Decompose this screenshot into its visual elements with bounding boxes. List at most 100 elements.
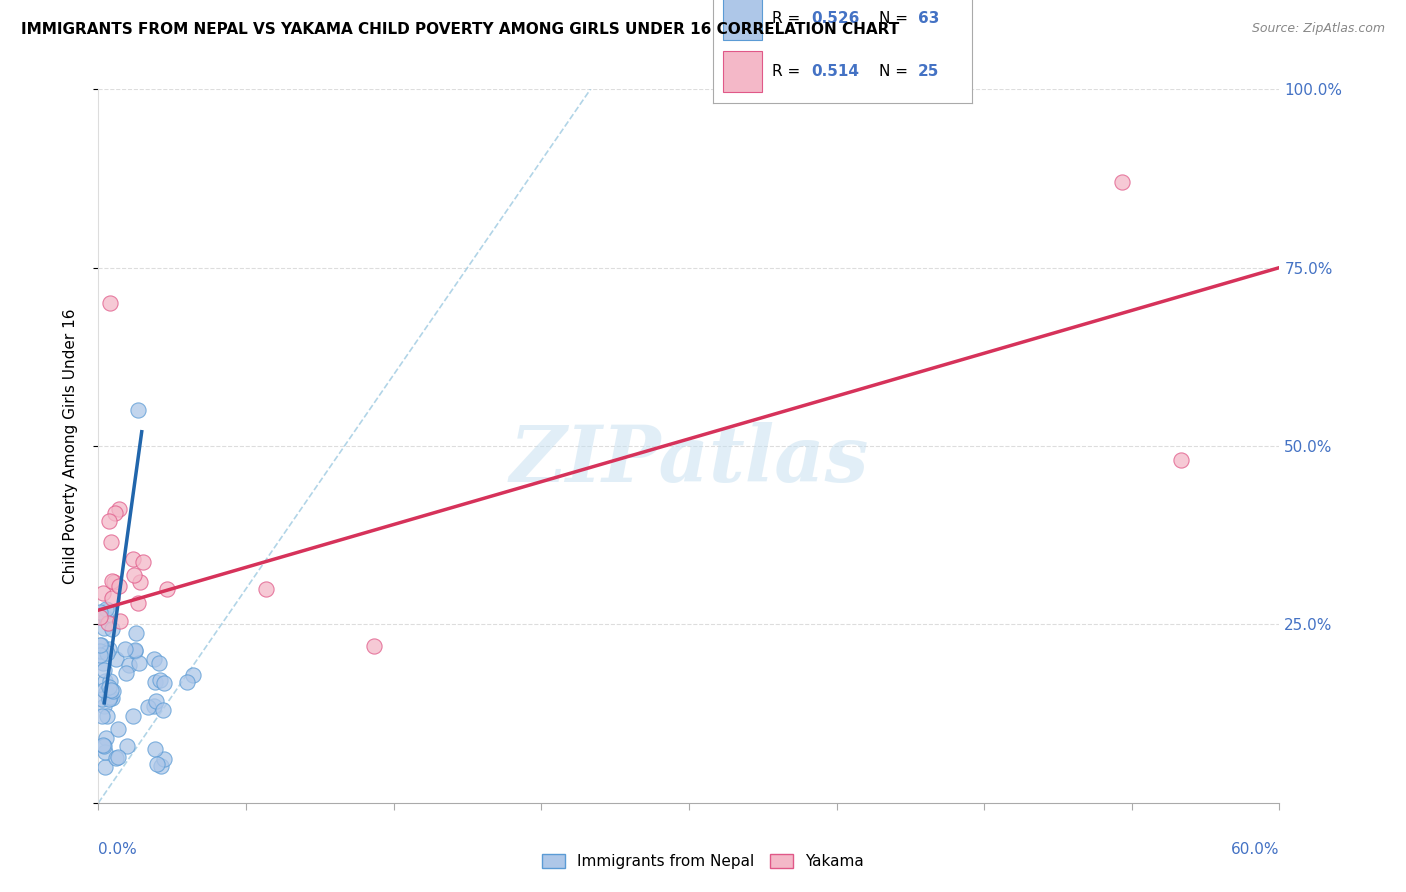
Point — [363, 639, 385, 653]
Text: 0.0%: 0.0% — [98, 842, 138, 857]
Point — [105, 751, 128, 765]
Point — [117, 657, 139, 672]
Point — [98, 692, 121, 706]
Point — [91, 586, 114, 600]
Point — [100, 535, 122, 549]
Point — [254, 582, 277, 596]
Point — [143, 651, 166, 665]
Point — [93, 682, 115, 697]
Point — [129, 574, 152, 589]
Point — [101, 684, 124, 698]
Point — [104, 506, 127, 520]
Point — [107, 750, 129, 764]
Point — [94, 601, 117, 615]
Point — [1170, 453, 1192, 467]
Point — [127, 596, 149, 610]
Point — [96, 611, 118, 625]
Point — [90, 692, 112, 706]
Point — [96, 646, 118, 660]
Point — [97, 514, 120, 528]
Point — [94, 674, 117, 689]
Point — [98, 674, 121, 689]
Point — [98, 296, 121, 310]
Point — [148, 656, 170, 670]
Point — [93, 739, 115, 753]
Point — [108, 614, 131, 628]
Point — [94, 760, 117, 774]
Point — [96, 709, 118, 723]
Point — [97, 616, 120, 631]
Text: N =: N = — [879, 12, 912, 27]
Point — [97, 642, 120, 657]
Point — [100, 682, 122, 697]
Point — [98, 690, 121, 705]
Point — [89, 639, 111, 653]
Point — [96, 685, 118, 699]
Point — [98, 681, 121, 695]
Text: ZIPatlas: ZIPatlas — [509, 422, 869, 499]
Text: 63: 63 — [918, 12, 939, 27]
Point — [125, 625, 148, 640]
Point — [114, 641, 136, 656]
Point — [127, 403, 149, 417]
Point — [103, 575, 125, 590]
Point — [105, 652, 128, 666]
Point — [93, 621, 115, 635]
Text: 60.0%: 60.0% — [1232, 842, 1279, 857]
Point — [117, 739, 139, 753]
Point — [143, 699, 166, 714]
Point — [152, 676, 174, 690]
Point — [1111, 175, 1133, 189]
Point — [143, 674, 166, 689]
Point — [122, 552, 145, 566]
Text: IMMIGRANTS FROM NEPAL VS YAKAMA CHILD POVERTY AMONG GIRLS UNDER 16 CORRELATION C: IMMIGRANTS FROM NEPAL VS YAKAMA CHILD PO… — [21, 22, 900, 37]
Text: 0.514: 0.514 — [811, 64, 859, 79]
Point — [143, 741, 166, 756]
Point — [101, 622, 124, 636]
Point — [108, 502, 131, 516]
Point — [97, 603, 120, 617]
Point — [145, 694, 167, 708]
Point — [149, 759, 172, 773]
Point — [122, 568, 145, 582]
Point — [101, 591, 124, 605]
Y-axis label: Child Poverty Among Girls Under 16: Child Poverty Among Girls Under 16 — [63, 309, 77, 583]
Point — [90, 709, 112, 723]
Point — [124, 643, 146, 657]
Point — [152, 752, 174, 766]
Point — [136, 700, 159, 714]
Point — [93, 699, 115, 714]
Point — [101, 690, 124, 705]
Point — [89, 605, 111, 619]
Point — [96, 731, 118, 745]
Bar — [723, 0, 762, 39]
Text: 0.526: 0.526 — [811, 12, 859, 27]
Text: N =: N = — [879, 64, 912, 79]
Point — [91, 738, 114, 752]
Point — [176, 674, 198, 689]
Text: R =: R = — [772, 12, 806, 27]
Legend: Immigrants from Nepal, Yakama: Immigrants from Nepal, Yakama — [536, 848, 870, 875]
Point — [94, 745, 117, 759]
Point — [152, 703, 174, 717]
Point — [128, 656, 150, 670]
Point — [89, 609, 111, 624]
Point — [89, 648, 111, 662]
Point — [181, 668, 204, 682]
Point — [145, 756, 167, 771]
Point — [156, 582, 179, 596]
Text: Source: ZipAtlas.com: Source: ZipAtlas.com — [1251, 22, 1385, 36]
Point — [115, 666, 138, 681]
Text: 25: 25 — [918, 64, 939, 79]
Point — [121, 709, 143, 723]
Point — [131, 555, 153, 569]
Point — [93, 663, 115, 677]
Point — [149, 673, 172, 688]
Point — [107, 722, 129, 736]
Point — [124, 644, 146, 658]
Point — [89, 643, 111, 657]
Point — [108, 579, 131, 593]
Point — [90, 639, 112, 653]
Point — [91, 656, 114, 670]
Bar — [723, 51, 762, 92]
